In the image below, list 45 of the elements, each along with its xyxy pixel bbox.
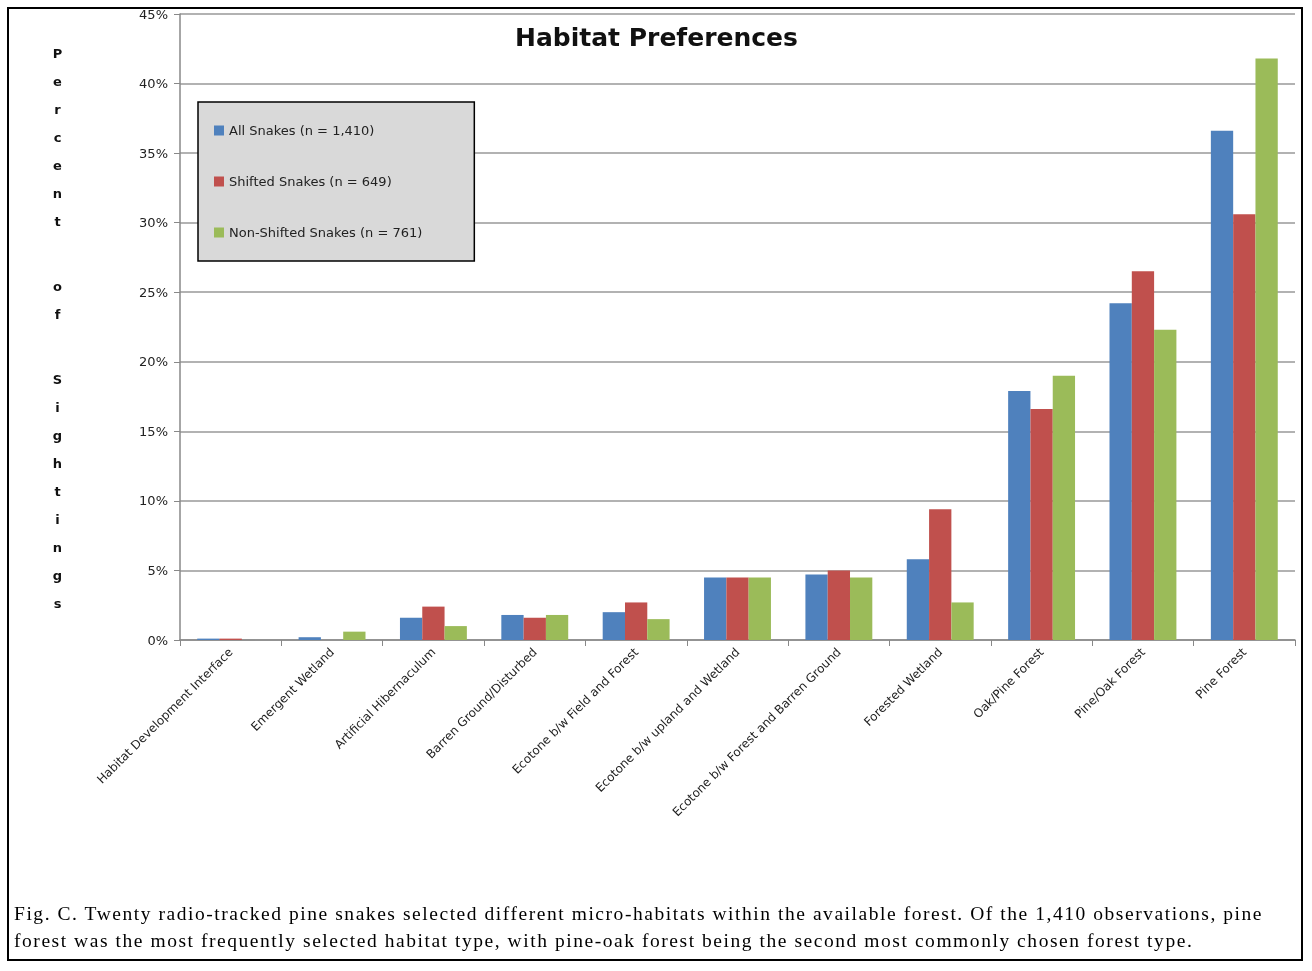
text: Fig. C. Twenty radio-tracked pine snakes selected different micro-habitats within the available forest. Of the 1,410 observations, pine forest was the most frequently selected habitat type, with pine-oak forest being the second most commonly chosen forest type. xyxy=(14,902,1265,953)
legend-label: All Snakes (n = 1,410) xyxy=(229,123,375,138)
bar xyxy=(624,602,648,640)
y-tick-label: 45% xyxy=(139,6,168,22)
y-tick-label: 20% xyxy=(139,354,168,370)
bar xyxy=(726,577,749,640)
bar xyxy=(422,606,445,640)
bar xyxy=(748,577,771,640)
y-tick-label: 0% xyxy=(147,632,168,648)
bar xyxy=(805,574,828,640)
bar xyxy=(602,612,625,640)
y-tick-label: 10% xyxy=(139,493,168,509)
bar xyxy=(1154,329,1177,640)
bar xyxy=(929,509,952,640)
bar xyxy=(647,619,670,640)
legend-label: Shifted Snakes (n = 649) xyxy=(229,174,392,189)
bar xyxy=(1052,375,1076,640)
y-tick-label: 15% xyxy=(139,423,168,439)
y-tick-label: 5% xyxy=(147,562,168,578)
bar xyxy=(545,614,569,640)
y-tick-label: 35% xyxy=(139,145,168,161)
y-tick-label: 25% xyxy=(139,284,168,300)
y-tick-label: 30% xyxy=(139,215,168,231)
bar xyxy=(827,570,851,640)
bar xyxy=(298,637,321,640)
bar xyxy=(1255,58,1278,640)
chart-title: Habitat Preferences xyxy=(515,23,798,52)
y-tick-label: 40% xyxy=(139,76,168,92)
bar xyxy=(444,626,467,640)
y-axis-title: Percent of Sightings xyxy=(50,46,65,624)
bar xyxy=(704,577,727,640)
bar xyxy=(1131,271,1155,640)
bar xyxy=(906,559,930,640)
bar xyxy=(1008,390,1031,640)
bar xyxy=(1030,409,1053,640)
bar xyxy=(1233,214,1256,640)
bar xyxy=(523,617,546,640)
legend-label: Non-Shifted Snakes (n = 761) xyxy=(229,225,423,240)
bar xyxy=(850,577,873,640)
bar xyxy=(951,602,974,640)
bar xyxy=(1109,303,1132,640)
bar xyxy=(399,617,423,640)
bar xyxy=(343,631,366,640)
bar xyxy=(1210,130,1234,640)
bar xyxy=(501,614,524,640)
